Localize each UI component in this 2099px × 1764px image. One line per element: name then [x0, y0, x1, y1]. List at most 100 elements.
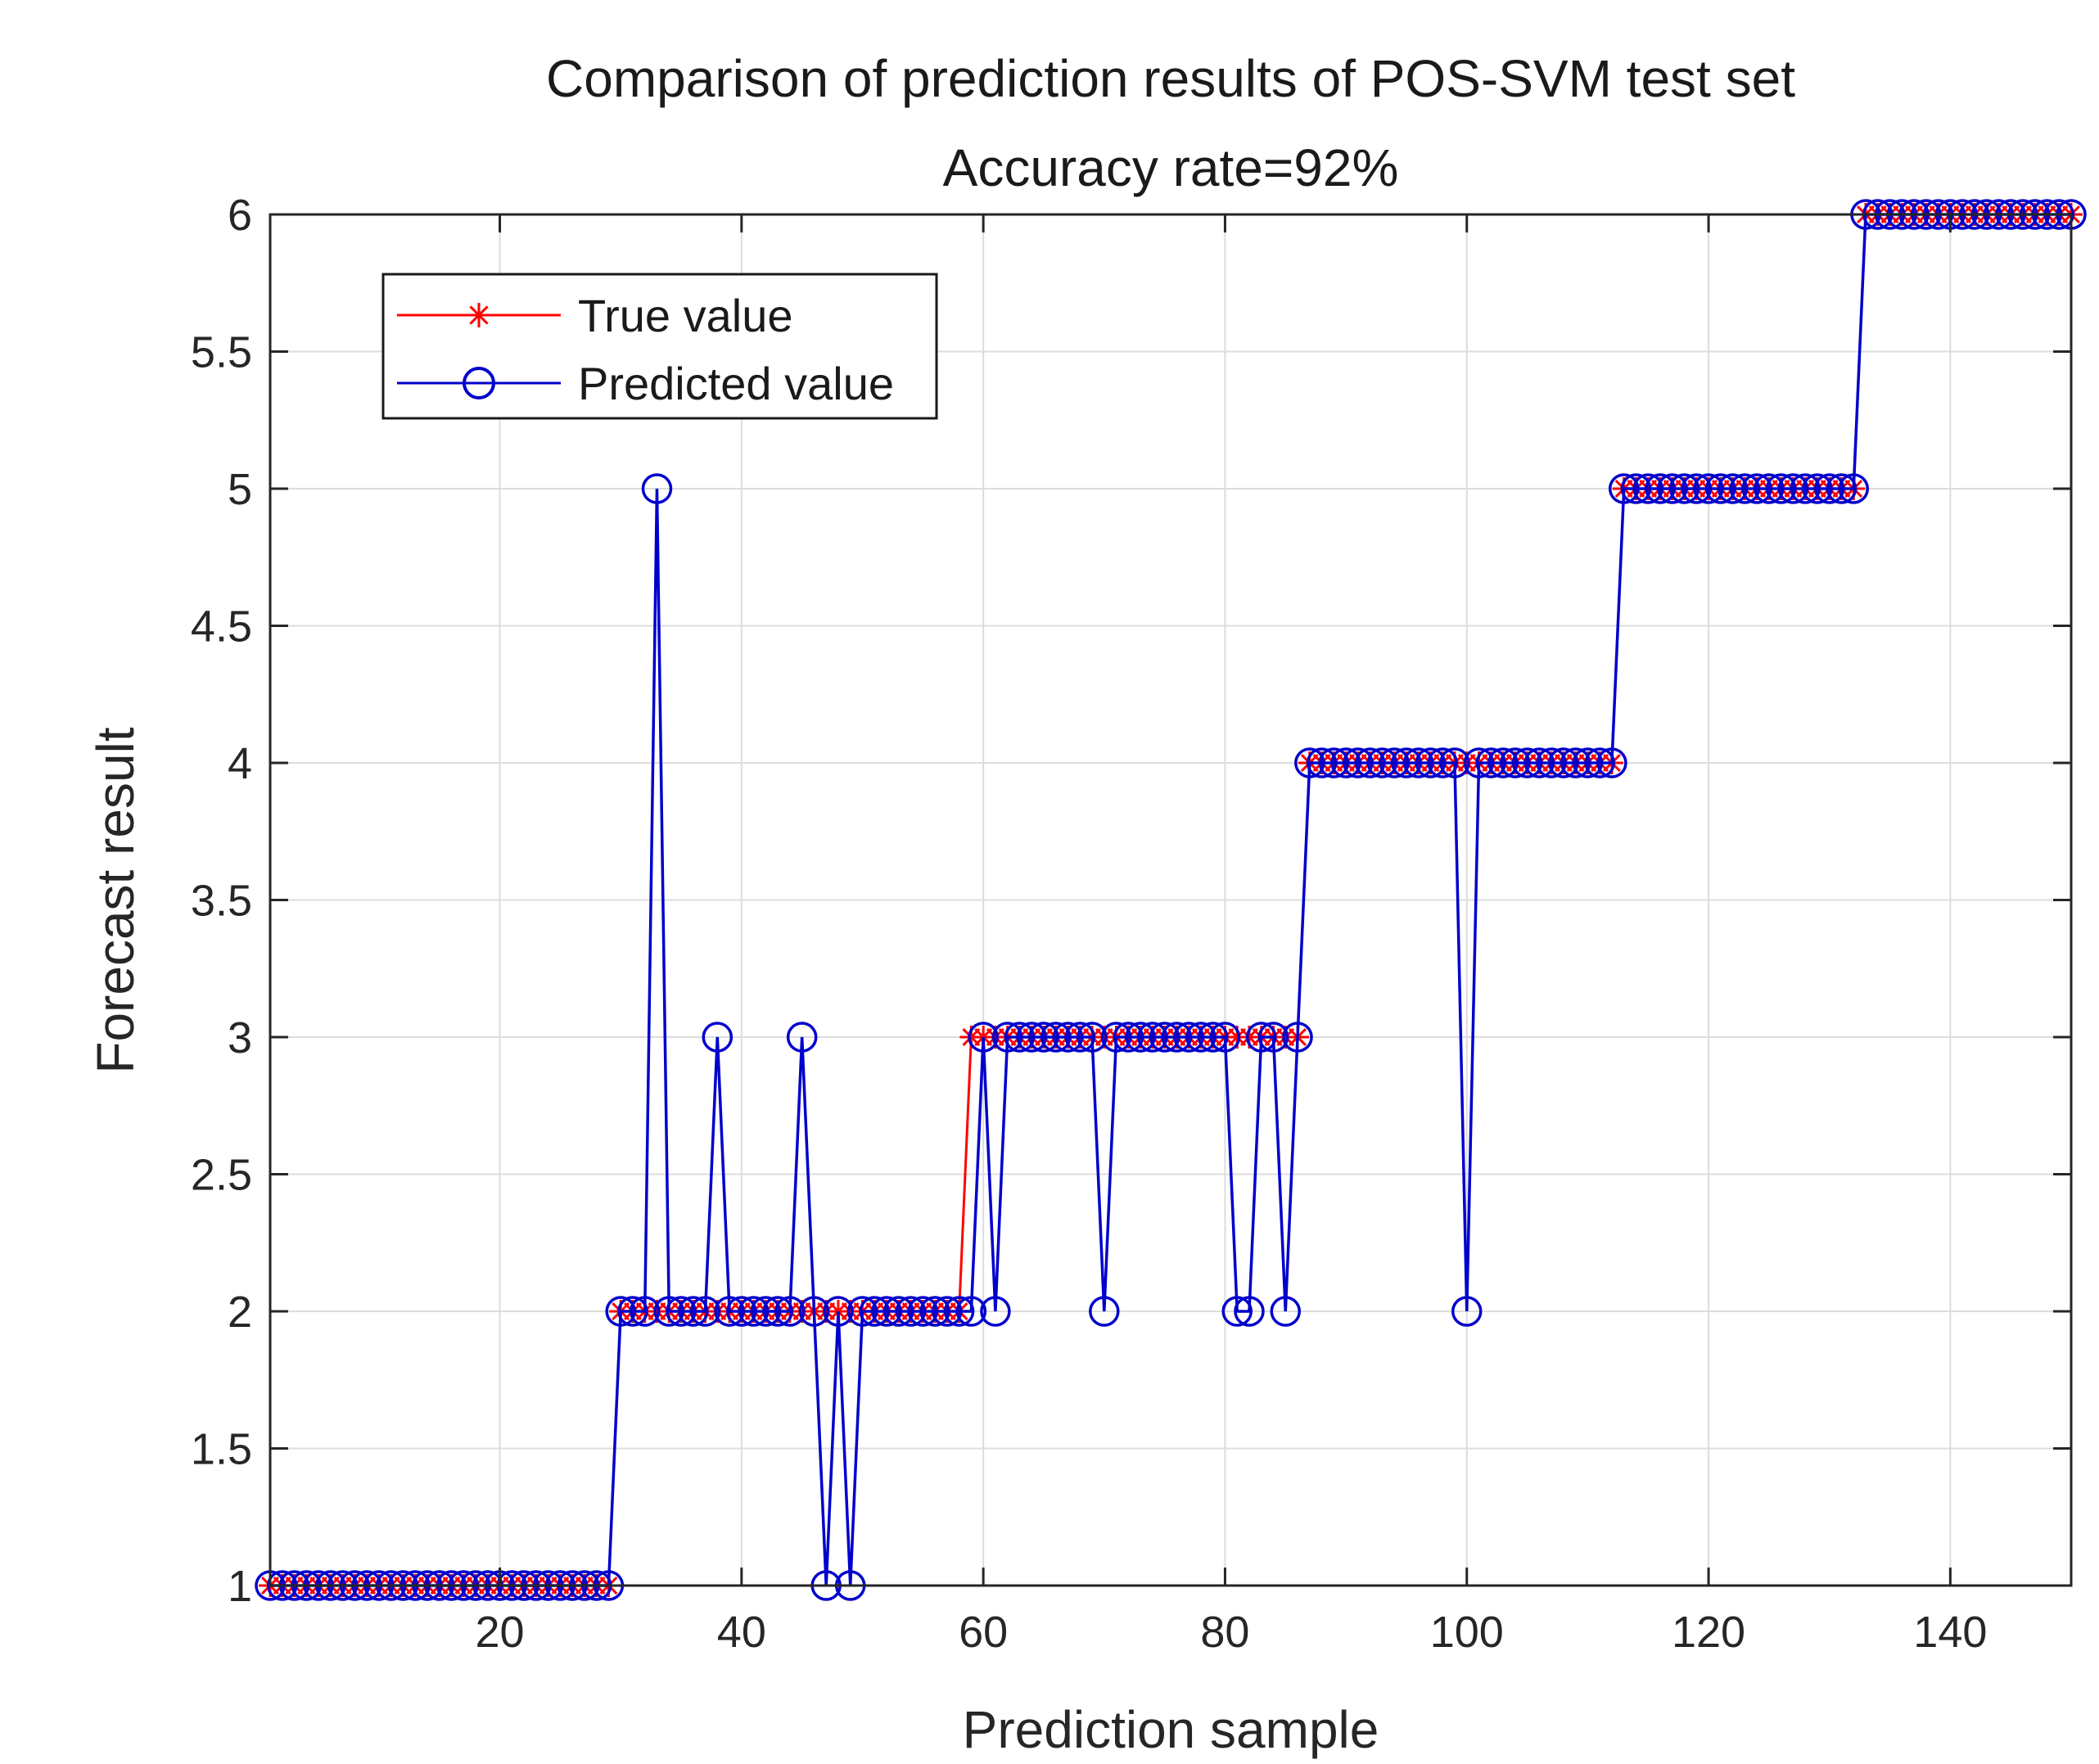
grid: [270, 214, 2071, 1586]
legend: True value Predicted value: [381, 273, 938, 420]
x-tick-label: 120: [1672, 1608, 1745, 1657]
predicted-value-point: [846, 1296, 878, 1327]
predicted-value-point: [991, 1022, 1023, 1053]
y-tick-label: 5: [228, 465, 252, 514]
predicted-value-point: [1717, 473, 1749, 504]
predicted-value-point: [666, 1296, 697, 1327]
predicted-value-point: [1089, 1296, 1120, 1327]
predicted-value-point: [678, 1296, 709, 1327]
predicted-value-point: [1645, 473, 1676, 504]
predicted-value-point: [774, 1296, 806, 1327]
predicted-value-point: [1113, 1022, 1144, 1053]
x-axis-label: Prediction sample: [963, 1700, 1379, 1759]
predicted-value-point: [1270, 1296, 1302, 1327]
predicted-value-point: [1802, 473, 1833, 504]
predicted-value-point: [1415, 747, 1447, 778]
predicted-value-point: [871, 1296, 902, 1327]
predicted-value-point: [1209, 1022, 1241, 1053]
predicted-value-point: [1185, 1022, 1217, 1053]
predicted-value-point: [955, 1296, 987, 1327]
predicted-value-point: [1427, 747, 1458, 778]
predicted-value-point: [1729, 473, 1761, 504]
y-axis-label: Forecast result: [86, 727, 145, 1073]
predicted-value-point: [1511, 747, 1543, 778]
predicted-value-point: [968, 1022, 999, 1053]
x-tick-label: 100: [1430, 1608, 1504, 1657]
predicted-value-point: [1245, 1022, 1277, 1053]
predicted-value-point: [859, 1296, 891, 1327]
predicted-value-point: [1668, 473, 1700, 504]
legend-marker-circle-icon: [463, 367, 495, 399]
predicted-value-point: [1741, 473, 1772, 504]
predicted-value-point: [1596, 747, 1627, 778]
predicted-value-point: [1487, 747, 1519, 778]
predicted-value-point: [1077, 1022, 1108, 1053]
predicted-value-point: [1173, 1022, 1204, 1053]
predicted-value-point: [1040, 1022, 1072, 1053]
predicted-value-point: [1790, 473, 1821, 504]
predicted-value-point: [1402, 747, 1434, 778]
predicted-value-point: [883, 1296, 914, 1327]
axis-ticks: 20 40 60 80 100 120 140 1 1.5 2 2.5 3 3.5 4 4.5 5 5.5 6: [191, 191, 2071, 1657]
legend-marker-asterisk-icon: [467, 303, 491, 327]
predicted-value-point: [798, 1296, 830, 1327]
predicted-value-point: [919, 1296, 950, 1327]
predicted-value-point: [1608, 473, 1640, 504]
predicted-value-point: [1451, 1296, 1483, 1327]
predicted-value-point: [702, 1022, 734, 1053]
predicted-value-point: [1234, 1296, 1265, 1327]
predicted-value-point: [1838, 473, 1869, 504]
predicted-value-point: [629, 1296, 661, 1327]
predicted-value-point: [714, 1296, 745, 1327]
y-tick-label: 2: [228, 1288, 252, 1337]
chart-title: Comparison of prediction results of POS-…: [546, 49, 1795, 108]
predicted-value-point: [1294, 747, 1325, 778]
predicted-value-point: [1657, 473, 1688, 504]
predicted-value-point: [1100, 1022, 1132, 1053]
predicted-value-point: [907, 1296, 939, 1327]
predicted-value-point: [1052, 1022, 1084, 1053]
predicted-value-point: [943, 1296, 975, 1327]
legend-label-true-value: True value: [578, 290, 793, 341]
legend-asterisk-icon: [467, 303, 491, 327]
predicted-value-point: [1463, 747, 1495, 778]
predicted-value-point: [1560, 747, 1591, 778]
chart-subtitle: Accuracy rate=92%: [943, 138, 1399, 197]
predicted-value-point: [1161, 1022, 1193, 1053]
predicted-value-point: [762, 1296, 793, 1327]
predicted-value-point: [1632, 473, 1663, 504]
predicted-value-point: [738, 1296, 770, 1327]
x-tick-label: 80: [1200, 1608, 1249, 1657]
predicted-value-point: [1391, 747, 1422, 778]
predicted-value-point: [1004, 1022, 1036, 1053]
predicted-value-point: [1439, 747, 1470, 778]
y-tick-label: 3: [228, 1013, 252, 1062]
predicted-value-point: [1137, 1022, 1168, 1053]
predicted-value-point: [1343, 747, 1374, 778]
predicted-value-point: [1306, 747, 1338, 778]
predicted-value-point: [1765, 473, 1797, 504]
predicted-value-point: [1584, 747, 1615, 778]
y-tick-label: 6: [228, 191, 252, 240]
predicted-value-point: [1572, 747, 1604, 778]
predicted-value-point: [605, 1296, 636, 1327]
y-tick-label: 2.5: [191, 1151, 252, 1200]
predicted-value-point: [1826, 473, 1858, 504]
predicted-value-point: [617, 1296, 648, 1327]
predicted-value-point: [1330, 747, 1361, 778]
y-tick-label: 5.5: [191, 328, 252, 377]
predicted-value-point: [895, 1296, 927, 1327]
predicted-value-point: [1681, 473, 1713, 504]
y-tick-label: 4: [228, 739, 252, 788]
predicted-value-point: [726, 1296, 757, 1327]
predicted-value-point: [1318, 747, 1350, 778]
predicted-value-point: [1125, 1022, 1156, 1053]
predicted-value-point: [1282, 1022, 1313, 1053]
predicted-value-point: [980, 1296, 1011, 1327]
predicted-value-point: [1777, 473, 1809, 504]
predicted-value-point: [1500, 747, 1531, 778]
predicted-value-point: [1620, 473, 1652, 504]
predicted-value-point: [750, 1296, 782, 1327]
y-tick-label: 1.5: [191, 1425, 252, 1474]
